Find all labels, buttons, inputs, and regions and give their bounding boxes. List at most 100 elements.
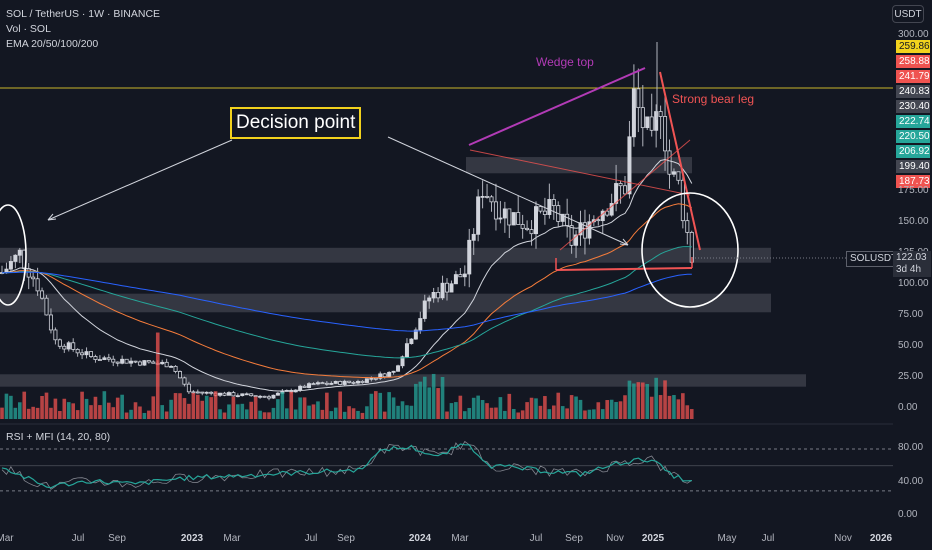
volume-bar [418, 381, 423, 419]
time-tick: Sep [108, 533, 126, 544]
time-tick: Mar [0, 533, 14, 544]
candle [80, 352, 85, 356]
volume-bar [503, 410, 507, 419]
volume-bar [685, 405, 690, 419]
volume-bar [178, 393, 182, 419]
decision-point-annotation[interactable]: Decision point [230, 107, 362, 139]
candle [35, 278, 40, 292]
price-label: 230.40 [896, 100, 930, 113]
time-tick: Mar [223, 533, 241, 544]
candle [71, 342, 76, 350]
candle [177, 371, 182, 379]
volume-bar [347, 406, 351, 419]
volume-bar [9, 395, 13, 419]
volume-bar [329, 411, 334, 419]
candle [525, 227, 530, 231]
symbol-title[interactable]: SOL / TetherUS · 1W · BINANCE [6, 8, 161, 20]
arrow-to-left-circle [47, 139, 233, 221]
volume-bar [258, 410, 262, 419]
ema-20-line [1, 158, 693, 392]
candle [209, 391, 214, 394]
volume-bar [84, 398, 89, 419]
price-label: 187.73 [896, 175, 930, 188]
rsi-indicator-label[interactable]: RSI + MFI (14, 20, 80) [6, 431, 111, 443]
volume-indicator-label[interactable]: Vol · SOL [6, 23, 51, 35]
wedge-top-annotation[interactable]: Wedge top [536, 55, 594, 69]
candle [476, 196, 481, 235]
candle [275, 392, 280, 396]
wedge-line [559, 139, 691, 251]
currency-button[interactable]: USDT [892, 5, 924, 23]
volume-bar [307, 405, 311, 419]
volume-bar [578, 399, 583, 419]
volume-bar [75, 410, 80, 419]
candle [667, 150, 672, 175]
rsi-tick: 0.00 [898, 509, 918, 520]
volume-bar [382, 411, 387, 419]
volume-bar [507, 393, 512, 419]
candle [427, 297, 432, 302]
volume-bar [124, 412, 129, 419]
volume-bar [120, 394, 124, 419]
volume-bar [689, 409, 694, 419]
candle [565, 213, 570, 226]
candle [97, 359, 102, 361]
candle [106, 357, 111, 360]
time-tick: 2026 [869, 533, 893, 544]
volume-bar [93, 396, 98, 419]
arrow-head [47, 213, 57, 221]
candle [169, 365, 174, 368]
rsi-line [1, 443, 692, 489]
candle [146, 360, 151, 363]
volume-bar [494, 407, 498, 419]
candle [502, 208, 507, 219]
volume-bar [529, 397, 534, 419]
strong-bear-leg-annotation[interactable]: Strong bear leg [672, 92, 755, 106]
volume-bar [449, 403, 454, 419]
candle [458, 274, 463, 278]
candle [614, 183, 619, 204]
ema-indicator-label[interactable]: EMA 20/50/100/200 [6, 38, 99, 50]
volume-bar [204, 395, 209, 419]
volume-bar [409, 405, 414, 419]
price-tick: 0.00 [898, 402, 918, 413]
volume-bar [44, 392, 49, 419]
price-label: 222.74 [896, 115, 930, 128]
volume-bar [627, 380, 632, 419]
volume-bar [333, 407, 338, 419]
volume-bar [467, 407, 472, 419]
candle [364, 378, 369, 383]
price-tick: 50.00 [898, 340, 924, 351]
candle [382, 373, 387, 378]
volume-bar [142, 412, 147, 419]
candle [658, 111, 663, 117]
volume-bar [458, 395, 463, 419]
volume-bar [298, 397, 302, 419]
volume-bar [356, 410, 360, 419]
volume-bar [440, 376, 445, 419]
volume-bar [293, 409, 298, 419]
candle [8, 261, 13, 270]
support-zone [0, 293, 771, 313]
volume-bar [592, 409, 596, 419]
candle [320, 382, 325, 385]
price-label: 206.92 [896, 145, 930, 158]
candle [142, 360, 147, 366]
candle [231, 392, 236, 397]
price-label: 241.79 [896, 70, 930, 83]
volume-bar [681, 393, 685, 419]
candle [574, 234, 579, 246]
volume-bar [400, 401, 405, 419]
volume-bar [40, 395, 44, 419]
ema-100-line [1, 246, 692, 359]
price-tick: 150.00 [898, 216, 929, 227]
volume-bar [436, 388, 440, 419]
volume-bar [476, 395, 480, 419]
candle [587, 221, 592, 239]
volume-bar [463, 411, 467, 419]
price-tick: 75.00 [898, 309, 924, 320]
candle [329, 383, 334, 385]
volume-bar [271, 407, 276, 419]
candle [569, 225, 574, 246]
